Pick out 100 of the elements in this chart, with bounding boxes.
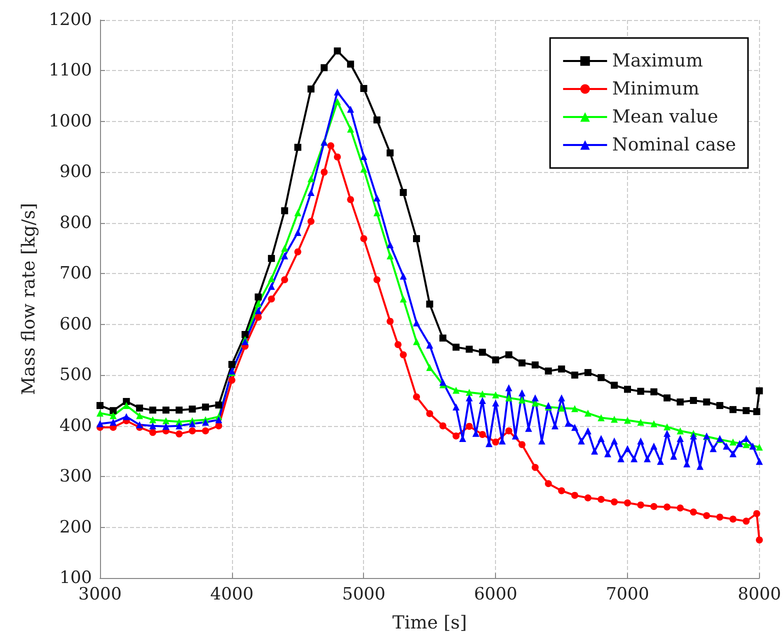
point xyxy=(518,396,526,404)
point xyxy=(532,464,539,471)
point xyxy=(466,388,473,396)
point xyxy=(492,438,500,446)
point xyxy=(215,422,222,430)
point xyxy=(347,126,354,133)
point xyxy=(202,404,209,411)
point xyxy=(703,512,710,520)
point xyxy=(756,444,763,451)
point xyxy=(426,300,434,308)
point xyxy=(716,514,724,521)
point xyxy=(149,428,156,436)
point xyxy=(281,244,288,252)
point xyxy=(400,296,407,302)
point xyxy=(742,518,750,525)
point xyxy=(544,368,552,375)
point xyxy=(400,351,407,358)
y-tick-label: 300 xyxy=(60,466,92,487)
point xyxy=(676,427,684,434)
point xyxy=(584,410,592,417)
point xyxy=(518,441,526,448)
point xyxy=(281,207,288,214)
point xyxy=(544,480,552,488)
y-tick-label: 1000 xyxy=(48,111,92,132)
point xyxy=(729,406,736,414)
x-tick-label: 6000 xyxy=(474,584,518,604)
point xyxy=(136,412,144,420)
legend-label: Maximum xyxy=(612,50,703,72)
point xyxy=(492,356,500,364)
point xyxy=(294,144,302,151)
point xyxy=(228,376,236,384)
point xyxy=(202,427,209,434)
y-tick-label: 700 xyxy=(60,264,92,284)
point xyxy=(558,366,566,373)
point xyxy=(558,404,566,412)
point xyxy=(136,404,144,412)
point xyxy=(664,394,671,402)
point xyxy=(753,408,760,416)
point xyxy=(228,360,236,368)
point xyxy=(162,417,170,424)
point xyxy=(478,390,486,398)
point xyxy=(532,361,539,368)
point xyxy=(650,502,658,510)
point xyxy=(505,351,512,358)
point xyxy=(386,252,394,260)
point xyxy=(624,499,631,506)
point xyxy=(478,348,486,356)
point xyxy=(571,492,578,499)
point xyxy=(110,412,117,420)
point xyxy=(571,405,578,412)
point xyxy=(412,235,420,242)
point xyxy=(162,406,170,414)
point xyxy=(598,414,605,422)
point xyxy=(753,510,760,518)
point xyxy=(294,248,302,256)
x-axis-title: Time [s] xyxy=(392,612,467,634)
point xyxy=(110,407,117,414)
point xyxy=(610,498,618,506)
y-tick-label: 800 xyxy=(60,212,92,233)
x-tick-label: 8000 xyxy=(738,584,781,604)
point xyxy=(452,432,460,440)
point xyxy=(96,410,104,417)
point xyxy=(716,402,724,410)
y-tick-label: 200 xyxy=(60,517,92,538)
point xyxy=(478,430,486,438)
point xyxy=(756,536,763,544)
point xyxy=(242,331,249,338)
point xyxy=(373,116,380,124)
point xyxy=(664,423,671,430)
point xyxy=(703,398,710,406)
point xyxy=(334,47,341,54)
point xyxy=(149,406,156,414)
x-tick-label: 7000 xyxy=(606,584,650,604)
point xyxy=(676,504,684,512)
y-tick-label: 900 xyxy=(60,162,92,182)
point xyxy=(558,487,566,494)
y-axis-title: Mass flow rate [kg/s] xyxy=(18,202,40,396)
point xyxy=(308,218,314,225)
point xyxy=(610,382,618,389)
point xyxy=(637,418,644,426)
point xyxy=(334,153,341,160)
point xyxy=(624,386,631,393)
point xyxy=(624,416,631,424)
point xyxy=(268,275,275,282)
y-tick-label: 1200 xyxy=(48,10,92,30)
point xyxy=(394,341,402,348)
point xyxy=(386,149,394,156)
point xyxy=(412,338,420,346)
point xyxy=(254,314,262,321)
x-tick-label: 4000 xyxy=(210,584,254,604)
point xyxy=(730,516,736,523)
point xyxy=(308,175,314,182)
y-tick-label: 600 xyxy=(60,314,92,334)
point xyxy=(466,346,473,353)
point xyxy=(281,276,288,284)
point xyxy=(690,396,697,404)
point xyxy=(149,416,156,424)
point xyxy=(188,406,196,413)
point xyxy=(518,359,526,366)
y-tick-label: 1100 xyxy=(48,60,92,81)
